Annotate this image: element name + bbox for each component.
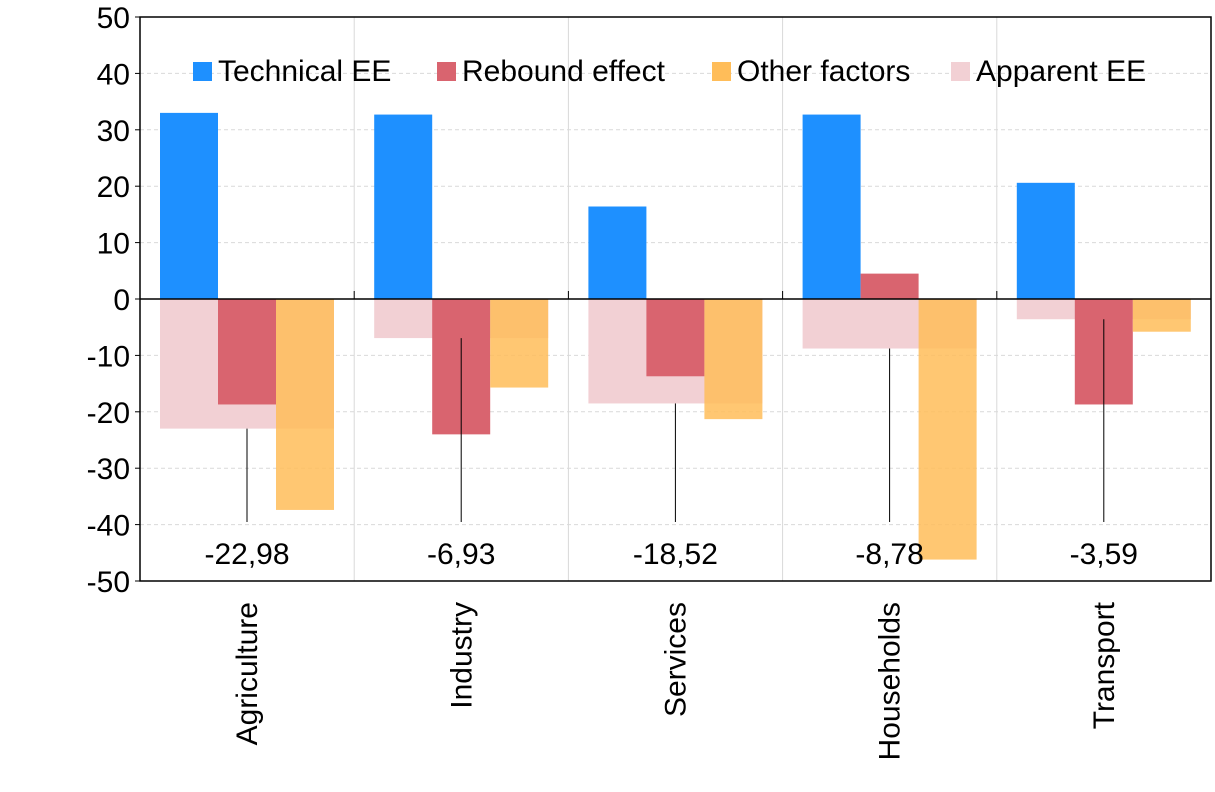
bar-other-factors: [918, 299, 977, 560]
y-tick-label: -50: [87, 566, 130, 599]
data-label: -18,52: [633, 538, 718, 571]
axes: 50 40 30 20 10 0 -10 -20 -30 -40 -50 Agriculture Ind…: [87, 2, 1212, 760]
legend-swatch: [712, 62, 731, 81]
legend-swatch: [193, 62, 212, 81]
y-tick-label: -20: [87, 397, 130, 430]
bar-technical-ee: [374, 114, 433, 300]
y-tick-label: 50: [97, 2, 130, 35]
bar-technical-ee: [802, 114, 861, 300]
data-labels: -22,98 -6,93 -18,52 -8,78 -3,59: [204, 319, 1138, 571]
y-tick-label: 20: [97, 171, 130, 204]
bar-technical-ee: [1016, 182, 1075, 299]
legend-label: Apparent EE: [976, 55, 1146, 88]
y-tick-label: 40: [97, 58, 130, 91]
y-tick-label: -30: [87, 453, 130, 486]
data-label: -8,78: [855, 538, 923, 571]
legend-label: Other factors: [737, 55, 910, 88]
x-tick-label: Industry: [445, 602, 478, 709]
legend: Technical EE Rebound effect Other factors A…: [193, 55, 1146, 88]
y-tick-label: 0: [113, 284, 130, 317]
x-tick-label: Transport: [1088, 601, 1121, 729]
data-label: -22,98: [204, 538, 289, 571]
x-tick-label: Households: [874, 602, 907, 760]
bar-other-factors: [276, 299, 334, 510]
legend-label: Rebound effect: [462, 55, 666, 88]
bar-rebound-effect: [860, 273, 919, 299]
legend-label: Technical EE: [218, 55, 391, 88]
x-tick-label: Services: [660, 602, 693, 717]
bar-other-factors: [704, 299, 763, 420]
data-label: -3,59: [1070, 538, 1138, 571]
bar-other-factors: [1132, 299, 1191, 332]
bar-technical-ee: [160, 112, 218, 299]
y-tick-label: -10: [87, 340, 130, 373]
bar-technical-ee: [588, 206, 647, 299]
bar-other-factors: [490, 299, 549, 388]
bar-rebound-effect: [646, 299, 705, 377]
x-tick-label: Agriculture: [231, 602, 264, 745]
y-tick-label: 10: [97, 228, 130, 261]
legend-swatch: [437, 62, 456, 81]
legend-swatch: [951, 62, 970, 81]
data-label: -6,93: [427, 538, 495, 571]
y-tick-label: -40: [87, 510, 130, 543]
y-tick-label: 30: [97, 115, 130, 148]
bars-layer: [160, 112, 1191, 560]
bar-rebound-effect: [218, 299, 276, 405]
